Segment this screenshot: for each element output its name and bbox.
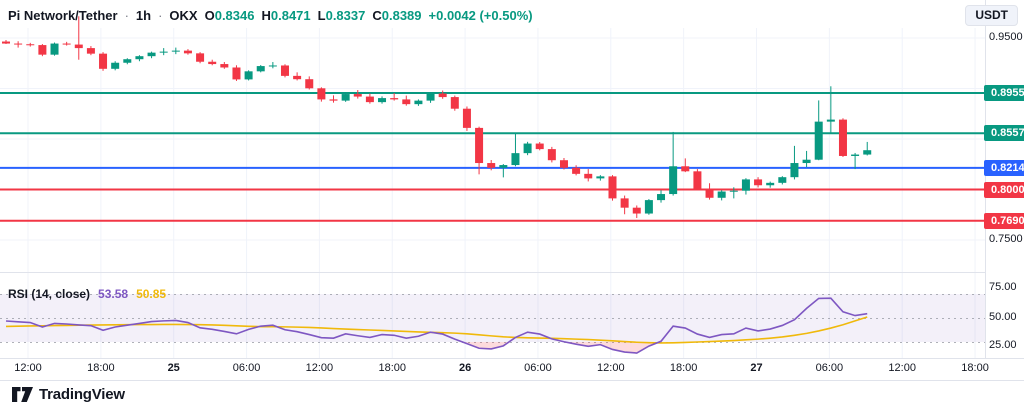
time-axis-label: 18:00 (961, 362, 989, 374)
price-level-badge[interactable]: 0.8214 (984, 159, 1024, 176)
time-axis-label: 12:00 (597, 362, 625, 374)
rsi-oversold-fill (462, 342, 660, 354)
price-level-badge[interactable]: 0.8000 (984, 181, 1024, 198)
rsi-band (0, 294, 985, 343)
time-axis-label: 27 (750, 362, 763, 374)
exchange-label: OKX (169, 8, 198, 23)
time-axis-label: 06:00 (232, 362, 261, 374)
rsi-axis-tick-75: 75.00 (989, 281, 1017, 293)
ohlc-open: O 0.8346 (205, 8, 255, 23)
open-value: 0.8346 (214, 8, 255, 23)
time-axis-label: 12:00 (888, 362, 916, 374)
chart-header: Pi Network/Tether · 1h · OKX O 0.8346 H 0.… (8, 8, 533, 23)
ohlc-high: H 0.8471 (261, 8, 310, 23)
price-level-lines[interactable] (0, 92, 985, 222)
price-level-badge[interactable]: 0.8955 (984, 85, 1024, 102)
close-value: 0.8389 (381, 8, 422, 23)
time-axis-label: 12:00 (14, 362, 42, 374)
price-level-badge[interactable]: 0.8557 (984, 125, 1024, 142)
time-axis-label: 25 (167, 362, 180, 374)
time-axis-label: 12:00 (305, 362, 334, 374)
price-level-badge[interactable]: 0.7690 (984, 212, 1024, 229)
ohlc-low: L 0.8337 (318, 8, 366, 23)
time-axis-label: 06:00 (815, 362, 844, 374)
time-axis-label: 18:00 (669, 362, 698, 374)
ohlc-close: C 0.8389 (372, 8, 421, 23)
rsi-line (5, 297, 868, 354)
high-value: 0.8471 (270, 8, 311, 23)
symbol-name[interactable]: Pi Network/Tether (8, 8, 118, 23)
separator-dot: · (158, 8, 163, 23)
tradingview-logo-icon (12, 387, 33, 402)
close-key: C (372, 8, 382, 23)
time-axis-label: 18:00 (378, 362, 407, 374)
separator-dot: · (124, 8, 129, 23)
rsi-value: 53.58 (98, 287, 129, 301)
rsi-ma-value: 50.85 (136, 287, 167, 301)
rsi-axis-tick-25: 25.00 (989, 339, 1017, 351)
candlestick-series (2, 16, 872, 218)
high-key: H (261, 8, 271, 23)
price-change: +0.0042 (+0.50%) (428, 8, 533, 23)
price-axis-tick-top: 0.9500 (989, 31, 1023, 43)
tradingview-logo-text: TradingView (39, 386, 125, 403)
open-key: O (204, 8, 215, 23)
time-axis-label: 26 (458, 362, 472, 374)
low-value: 0.8337 (325, 8, 366, 23)
price-axis-tick-bottom: 0.7500 (989, 233, 1023, 245)
rsi-title: RSI (14, close) (8, 287, 91, 301)
tradingview-attribution-link[interactable]: TradingView (12, 386, 125, 403)
time-axis-label: 18:00 (87, 362, 115, 374)
interval-label[interactable]: 1h (135, 8, 152, 23)
rsi-indicator-legend[interactable]: RSI (14, close) 53.58 50.85 (8, 287, 166, 301)
time-axis-label: 06:00 (524, 362, 552, 374)
rsi-axis-tick-50: 50.00 (989, 311, 1017, 323)
currency-button[interactable]: USDT (965, 5, 1018, 26)
low-key: L (317, 8, 326, 23)
